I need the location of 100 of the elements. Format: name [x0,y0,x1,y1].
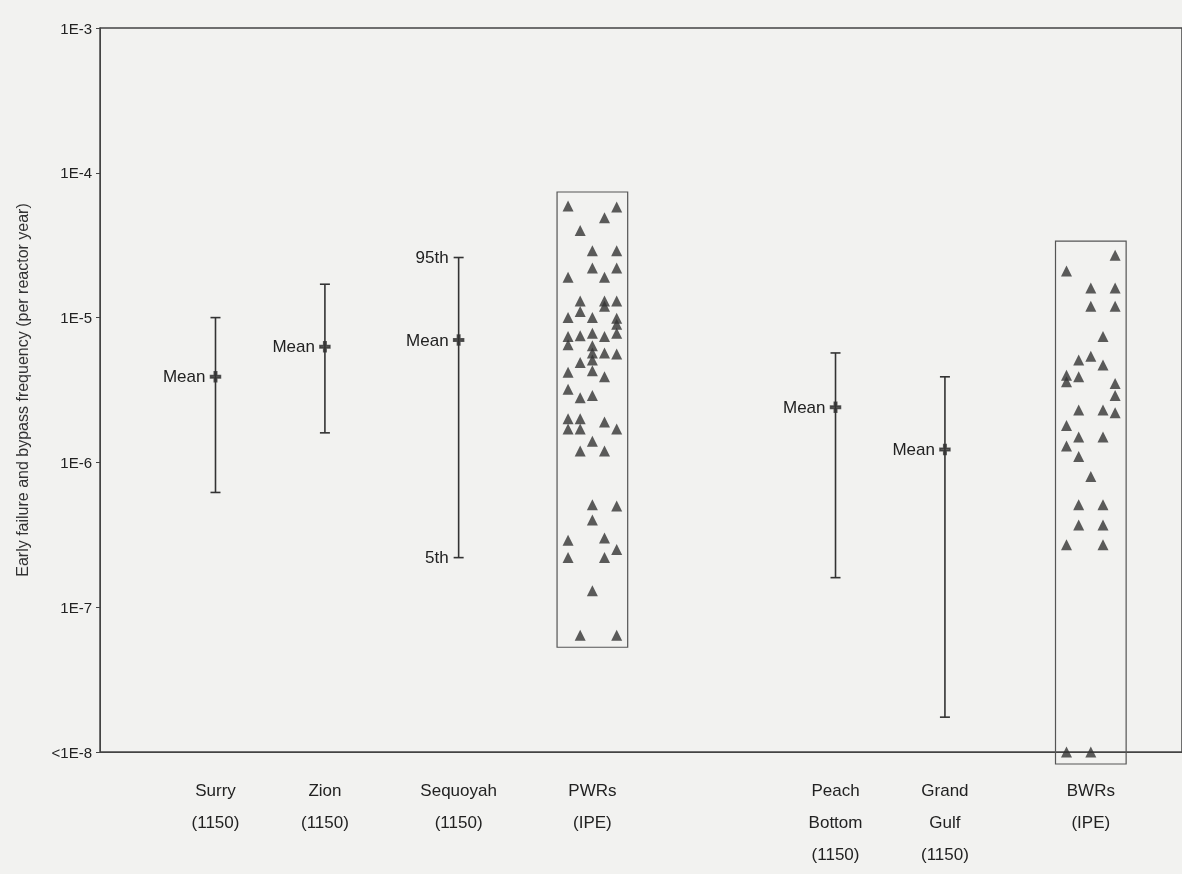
point [599,347,611,359]
x-tick-label: Sequoyah (1150) [420,780,497,832]
point [1109,378,1121,390]
point [1085,300,1097,312]
annotation: Mean [892,439,935,459]
point [562,423,574,435]
point [586,514,598,526]
point [1061,376,1073,388]
point [452,334,465,346]
point [611,327,623,339]
x-tick-label: BWRs (IPE) [1066,780,1115,832]
point [1097,539,1109,551]
point [586,585,598,597]
point [1061,440,1073,452]
point [1061,419,1073,431]
point [1073,404,1085,416]
point [586,327,598,339]
point [574,356,586,368]
point [1109,407,1121,419]
point [574,445,586,457]
point [1073,450,1085,462]
point [562,339,574,351]
point [574,413,586,425]
point [574,306,586,318]
y-tick-label: 1E-5 [60,309,92,327]
point [611,318,623,330]
point [574,330,586,342]
x-tick-label: Zion (1150) [300,780,349,832]
annotation: Mean [782,397,826,417]
point [1097,359,1109,371]
point [1085,470,1097,482]
x-tick-label: PWRs (IPE) [568,780,617,832]
point [586,245,598,257]
x-tick-label: Peach Bottom (1150) [808,780,863,864]
y-tick-label: 1E-3 [60,19,92,37]
point [599,416,611,428]
point [599,331,611,343]
annotation: Mean [406,330,449,350]
point [1109,282,1121,294]
y-tick-label: 1E-6 [60,453,92,471]
point [1061,265,1073,277]
x-tick-label: Grand Gulf (1150) [920,780,969,864]
point [586,365,598,377]
point [586,389,598,401]
point [599,445,611,457]
point [562,534,574,546]
annotation: Mean [162,367,206,387]
point [1073,371,1085,383]
point [586,499,598,511]
point [1109,300,1121,312]
point [586,262,598,274]
point [1073,431,1085,443]
y-tick-label: 1E-4 [60,164,92,182]
point [562,366,574,378]
point [1061,539,1073,551]
point [1085,282,1097,294]
y-tick-label: 1E-7 [60,598,92,616]
annotation: 5th [425,548,449,568]
point [562,383,574,395]
point [611,629,623,641]
point [562,200,574,212]
x-tick-label: Surry (1150) [191,780,240,832]
point [209,371,222,383]
point [611,544,623,556]
point [599,300,611,312]
point [574,392,586,404]
point [611,262,623,274]
point [586,435,598,447]
point [1085,350,1097,362]
point [1073,499,1085,511]
point [599,271,611,283]
point [1073,354,1085,366]
point [574,295,586,307]
point [599,371,611,383]
point [586,354,598,366]
point [319,340,331,353]
point [574,423,586,435]
point [1097,519,1109,531]
point [586,340,598,352]
point [562,312,574,324]
point [611,201,623,213]
annotation: Mean [272,337,315,357]
point [599,552,611,564]
point [1097,404,1109,416]
y-axis-title: Early failure and bypass frequency (per reactor year) [13,203,31,577]
point [1097,331,1109,343]
point [574,224,586,236]
point [611,245,623,257]
point [1097,499,1109,511]
point [1109,389,1121,401]
point [562,271,574,283]
y-tick-label: <1E-8 [51,743,92,761]
point [562,331,574,343]
point [574,629,586,641]
point [586,312,598,324]
point [611,295,623,307]
point [562,552,574,564]
point [1109,249,1121,261]
point [611,348,623,360]
point [599,532,611,544]
